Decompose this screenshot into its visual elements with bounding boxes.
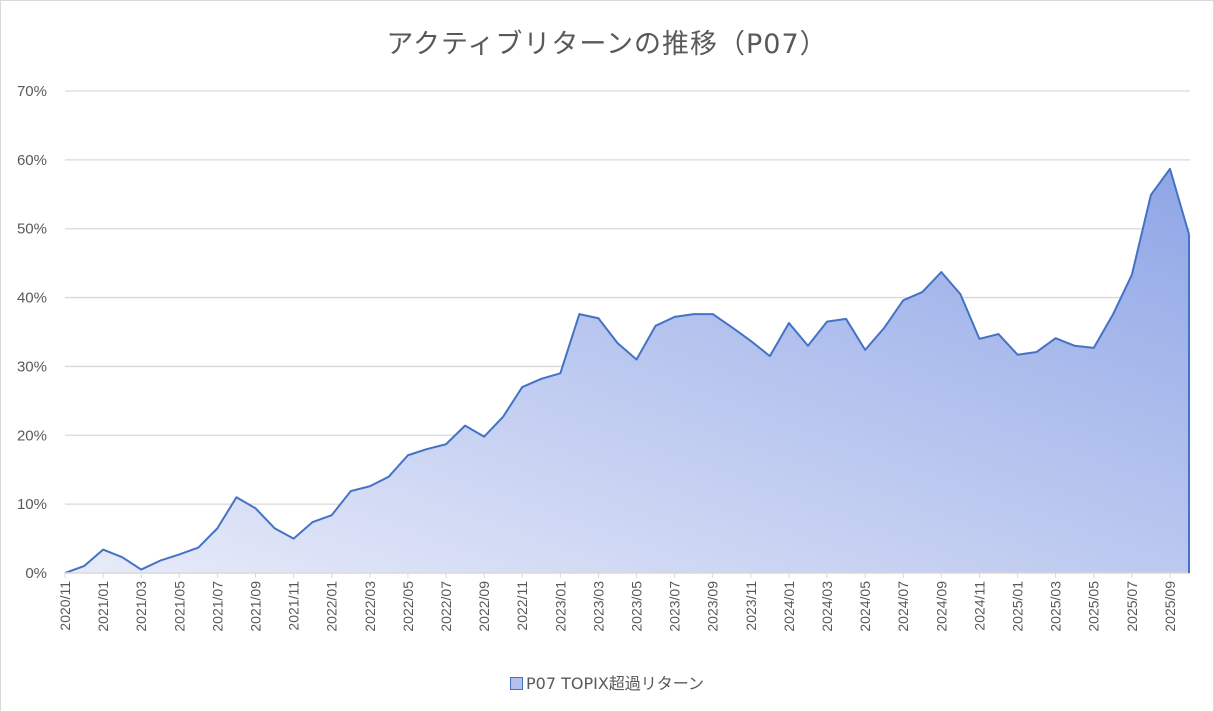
x-tick-label: 2022/07	[438, 581, 454, 632]
x-tick-label: 2025/07	[1124, 581, 1140, 632]
x-tick-label: 2025/03	[1048, 581, 1064, 632]
x-tick-label: 2023/11	[743, 581, 759, 631]
x-axis: 2020/11 2021/01 2021/03 2021/05 2021/07 2021/…	[57, 573, 1178, 632]
y-tick-label: 20%	[17, 427, 47, 444]
y-tick-label: 10%	[17, 496, 47, 513]
x-tick-label: 2023/07	[667, 581, 683, 632]
x-tick-label: 2023/05	[629, 581, 645, 632]
series-line	[64, 167, 1190, 574]
x-tick-label: 2022/01	[324, 581, 340, 632]
x-tick-label: 2023/09	[705, 581, 721, 632]
y-axis: 0% 10% 20% 30% 40% 50% 60% 70%	[17, 83, 47, 582]
x-tick-label: 2022/09	[476, 581, 492, 632]
x-tick-label: 2024/09	[933, 581, 949, 632]
x-tick-label: 2024/11	[971, 581, 987, 631]
x-tick-label: 2022/11	[514, 581, 530, 631]
x-tick-label: 2025/01	[1010, 581, 1026, 632]
x-tick-label: 2021/05	[171, 581, 187, 632]
x-tick-label: 2024/01	[781, 581, 797, 632]
y-tick-label: 70%	[17, 83, 47, 100]
x-tick-label: 2022/05	[400, 581, 416, 632]
x-tick-label: 2024/03	[819, 581, 835, 632]
x-tick-label: 2023/01	[552, 581, 568, 632]
x-tick-label: 2020/11	[57, 581, 73, 631]
legend: P07 TOPIX超過リターン	[0, 670, 1214, 694]
x-tick-label: 2024/07	[895, 581, 911, 632]
area-fill	[65, 168, 1189, 573]
x-tick-label: 2025/05	[1086, 581, 1102, 632]
x-tick-label: 2022/03	[362, 581, 378, 632]
x-tick-label: 2023/03	[590, 581, 606, 632]
legend-label: P07 TOPIX超過リターン	[526, 674, 704, 693]
x-tick-label: 2021/11	[286, 581, 302, 631]
x-tick-label: 2024/05	[857, 581, 873, 632]
x-tick-label: 2021/09	[248, 581, 264, 632]
x-tick-label: 2021/07	[209, 581, 225, 632]
x-tick-label: 2021/03	[133, 581, 149, 632]
y-tick-label: 0%	[25, 565, 47, 582]
y-tick-label: 60%	[17, 152, 47, 169]
x-tick-label: 2025/09	[1162, 581, 1178, 632]
y-tick-label: 50%	[17, 221, 47, 238]
x-tick-label: 2021/01	[95, 581, 111, 632]
chart-title: アクティブリターンの推移（P07）	[386, 29, 828, 60]
y-tick-label: 40%	[17, 290, 47, 307]
legend-swatch-icon	[510, 677, 523, 690]
y-tick-label: 30%	[17, 358, 47, 375]
